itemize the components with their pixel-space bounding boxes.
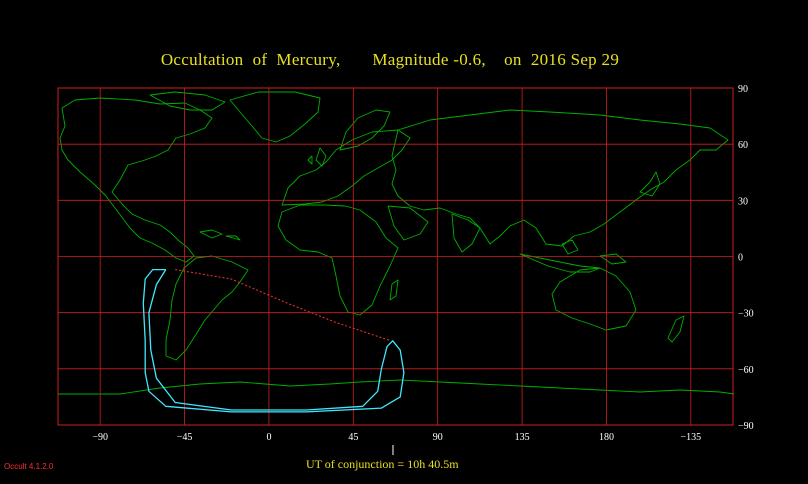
lat-lon-grid <box>57 87 734 426</box>
coast-arctic-islands <box>149 91 226 111</box>
lat-tick-label: −90 <box>738 421 754 432</box>
coast-south-america <box>165 255 249 361</box>
lon-tick-label: 135 <box>515 432 530 443</box>
coast-indonesia <box>519 239 627 273</box>
coast-australia <box>551 267 637 331</box>
central-path-line <box>175 269 391 342</box>
lon-tick-label: −45 <box>177 432 193 443</box>
lon-tick-label: −135 <box>680 432 701 443</box>
occultation-paths <box>142 268 405 413</box>
lon-tick-label: −90 <box>92 432 108 443</box>
coast-new-zealand <box>667 315 685 343</box>
coast-greenland <box>229 91 321 143</box>
coast-india <box>451 213 481 253</box>
axis-labels: −90 −45 0 45 90 135 180 −135 90 60 30 0 −30 −60 −90 <box>92 84 753 443</box>
lon-tick-label: 180 <box>599 432 614 443</box>
lat-tick-label: 0 <box>738 253 743 264</box>
lat-tick-label: 90 <box>738 84 748 95</box>
coast-scandinavia <box>339 109 391 151</box>
coastlines <box>58 91 735 395</box>
lat-tick-label: −30 <box>738 309 754 320</box>
lat-tick-label: 30 <box>738 196 748 207</box>
coast-europe <box>281 129 411 206</box>
lon-tick-label: 90 <box>433 432 443 443</box>
coast-africa <box>277 204 399 316</box>
lon-tick-label: 45 <box>348 432 358 443</box>
lat-tick-label: 60 <box>738 140 748 151</box>
occultation-limit-curve <box>142 268 405 413</box>
conjunction-time-label: UT of conjunction = 10h 40.5m <box>306 457 459 471</box>
lon-tick-label: 0 <box>266 432 271 443</box>
coast-japan <box>639 171 661 197</box>
coast-asia <box>391 109 729 247</box>
version-label: Occult 4.1.2.0 <box>4 462 54 471</box>
coast-antarctica <box>58 379 735 395</box>
coast-arabia <box>387 205 429 241</box>
coast-caribbean <box>199 229 241 241</box>
coast-madagascar <box>389 279 399 301</box>
coast-british-isles <box>307 147 327 167</box>
coast-north-america <box>59 97 213 263</box>
map-title: Occultation of Mercury, Magnitude -0.6, … <box>160 50 620 69</box>
lat-tick-label: −60 <box>738 365 754 376</box>
